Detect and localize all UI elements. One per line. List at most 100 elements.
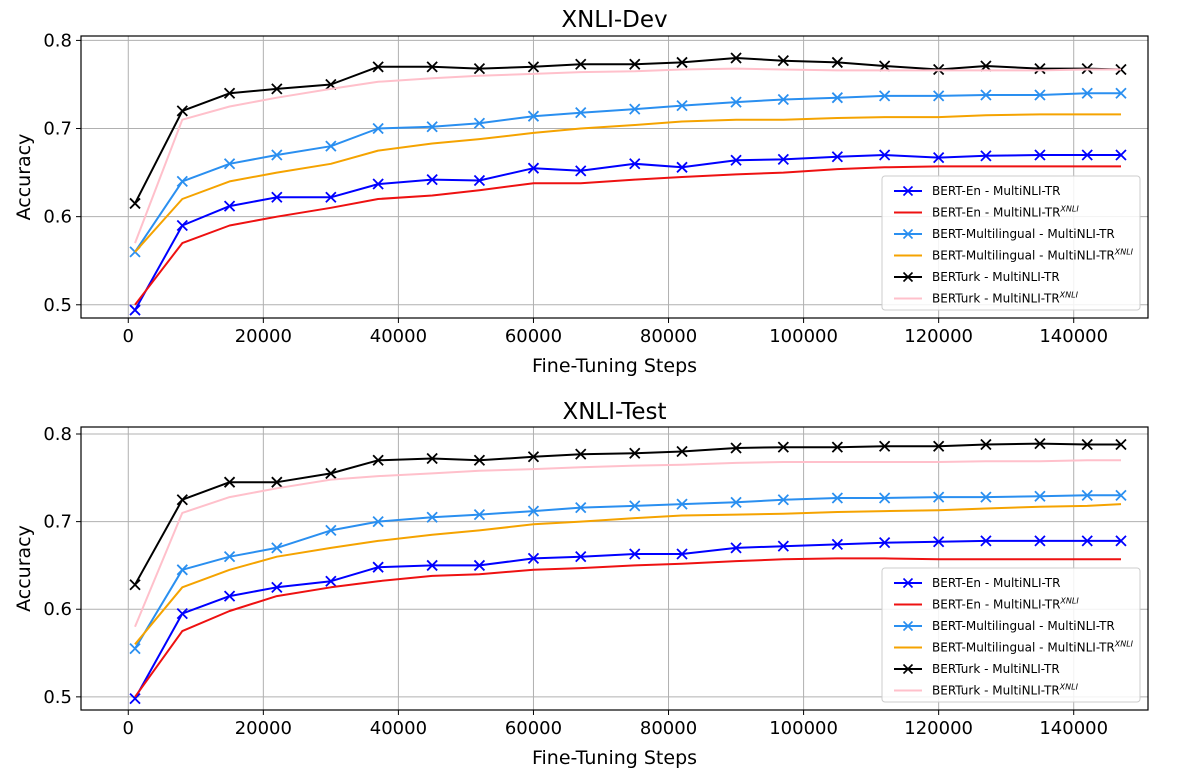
data-point — [527, 505, 540, 517]
legend-label: BERT-En - MultiNLI-TRXNLI — [932, 205, 1079, 220]
data-point — [878, 60, 891, 72]
legend-superscript: XNLI — [1059, 683, 1079, 692]
data-point — [575, 107, 587, 119]
data-point — [271, 581, 283, 593]
data-point — [1034, 149, 1046, 161]
y-tick-label: 0.7 — [43, 512, 72, 533]
data-point — [176, 219, 188, 232]
data-point — [129, 692, 141, 705]
x-tick-label: 40000 — [370, 326, 427, 347]
series-2 — [129, 489, 1127, 655]
data-point — [223, 476, 236, 488]
data-point — [676, 445, 688, 458]
legend-item: BERTurk - MultiNLI-TR — [894, 270, 1060, 284]
data-point — [527, 162, 540, 174]
data-point — [271, 149, 283, 161]
x-tick-label: 40000 — [370, 718, 427, 739]
data-point — [730, 52, 742, 64]
data-point — [933, 491, 945, 503]
data-point — [1115, 149, 1127, 161]
data-point — [575, 165, 587, 177]
y-tick-label: 0.5 — [43, 687, 72, 708]
legend-superscript: XNLI — [1114, 248, 1134, 257]
legend-item: BERTurk - MultiNLI-TR — [894, 662, 1060, 676]
data-point — [1034, 438, 1046, 450]
data-point — [372, 122, 384, 135]
data-point — [176, 607, 188, 620]
x-tick-label: 20000 — [235, 718, 292, 739]
data-point — [1081, 438, 1093, 451]
data-point — [176, 175, 188, 188]
data-point — [980, 535, 992, 547]
legend-item: BERT-En - MultiNLI-TRXNLI — [894, 597, 1079, 612]
x-tick-label: 60000 — [505, 718, 562, 739]
series-line — [134, 503, 1122, 645]
data-point — [372, 178, 384, 190]
series-3 — [134, 113, 1121, 253]
data-point — [1034, 535, 1046, 547]
data-point — [372, 61, 384, 73]
series-3 — [134, 503, 1122, 645]
data-point — [129, 304, 141, 316]
legend-label: BERTurk - MultiNLI-TR — [932, 270, 1060, 284]
series-line — [134, 442, 1121, 586]
data-point — [1081, 489, 1093, 501]
data-point — [878, 440, 891, 452]
data-point — [575, 501, 587, 514]
series-line — [134, 67, 1121, 244]
plot-frame — [80, 426, 1149, 711]
series-0 — [129, 535, 1127, 705]
data-point — [831, 538, 843, 551]
data-point — [426, 559, 438, 572]
data-point — [1034, 62, 1046, 75]
data-point — [129, 197, 141, 210]
data-point — [730, 442, 742, 454]
data-point — [176, 494, 188, 506]
series-line — [134, 557, 1121, 698]
data-point — [629, 500, 641, 512]
legend-marker — [902, 271, 914, 283]
x-axis-label: Fine-Tuning Steps — [532, 747, 697, 769]
legend-superscript: XNLI — [1059, 205, 1079, 214]
data-point — [473, 454, 486, 466]
data-point — [933, 90, 945, 102]
data-point — [831, 151, 843, 163]
series-line — [134, 165, 1121, 306]
data-point — [777, 494, 789, 506]
series-4 — [129, 52, 1127, 210]
data-point — [325, 467, 337, 480]
data-point — [878, 492, 891, 504]
data-point — [575, 58, 587, 70]
data-point — [1115, 535, 1127, 547]
data-point — [878, 149, 891, 161]
y-tick-label: 0.8 — [43, 424, 72, 445]
data-point — [1081, 535, 1093, 547]
x-tick-label: 100000 — [769, 326, 838, 347]
series-5 — [134, 459, 1121, 628]
legend-superscript: XNLI — [1114, 640, 1134, 649]
series-line — [134, 459, 1121, 628]
x-tick-label: 0 — [123, 326, 134, 347]
dev-panel: 0 20000 40000 60000 80000 100000 120000 140000 0… — [13, 7, 1149, 377]
x-axis-label: Fine-Tuning Steps — [532, 355, 697, 377]
data-point — [777, 153, 789, 166]
data-point — [527, 110, 540, 122]
data-point — [676, 548, 688, 560]
data-point — [223, 590, 236, 602]
data-point — [629, 548, 641, 560]
legend-item: BERT-En - MultiNLI-TRXNLI — [894, 205, 1079, 220]
data-point — [129, 643, 141, 655]
data-point — [629, 103, 641, 115]
data-point — [933, 440, 945, 452]
y-tick-label: 0.7 — [43, 119, 72, 140]
data-point — [1115, 438, 1127, 451]
data-point — [473, 117, 486, 129]
data-point — [629, 447, 641, 459]
data-point — [473, 174, 486, 187]
y-tick-label: 0.6 — [43, 599, 72, 620]
legend-label: BERT-En - MultiNLI-TRXNLI — [932, 597, 1079, 612]
data-point — [473, 508, 486, 521]
legend-label: BERT-En - MultiNLI-TR — [932, 184, 1060, 198]
legend: BERT-En - MultiNLI-TR BERT-En - MultiNLI-… — [881, 175, 1141, 311]
